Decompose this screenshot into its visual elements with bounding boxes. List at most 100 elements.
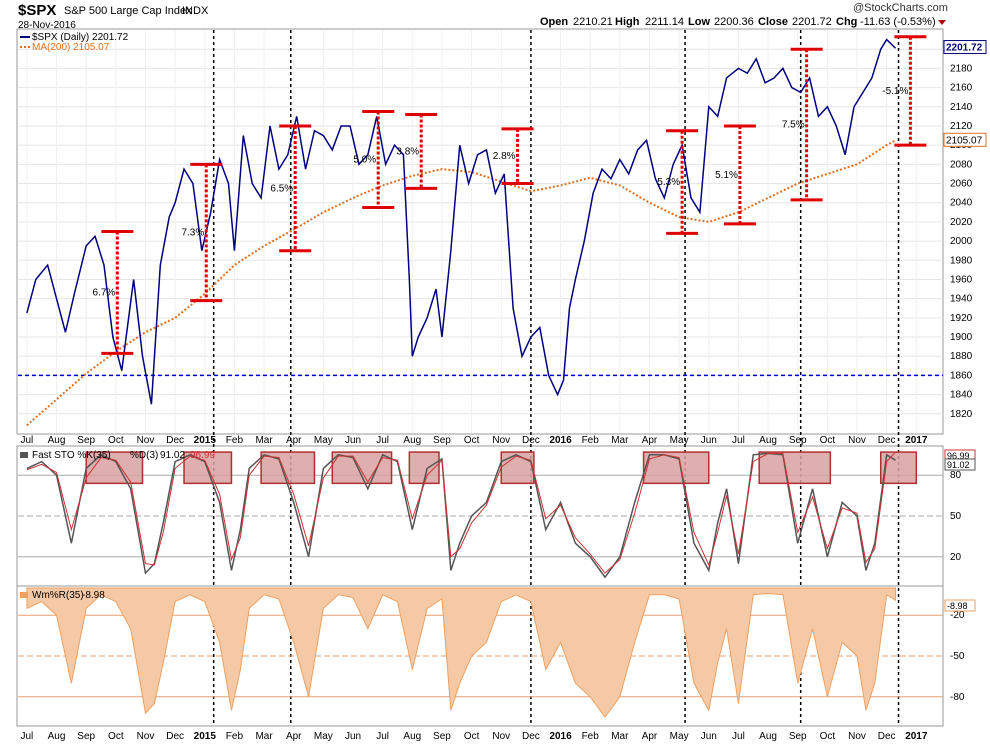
x-tick-label-bottom: May: [314, 731, 333, 742]
drawdown-label: 5.0%: [353, 155, 376, 166]
stochastic-k-line: [26, 452, 896, 579]
price-y-tick: 2080: [950, 159, 973, 170]
price-badge: 2201.72: [943, 40, 987, 55]
x-tick-label: Aug: [48, 435, 66, 446]
wm-legend-swatch: [20, 592, 28, 598]
wm-badge-box: [944, 599, 976, 612]
chart-date: 28-Nov-2016: [18, 20, 76, 31]
x-tick-label-bottom: Oct: [820, 731, 836, 742]
x-tick-label-bottom: Mar: [255, 731, 273, 742]
x-tick-label-bottom: Jul: [376, 731, 389, 742]
x-tick-label: Jul: [732, 435, 745, 446]
x-tick-label: 2016: [549, 435, 572, 446]
price-legend-label: $SPX (Daily) 2201.72: [32, 32, 129, 43]
stochastic-d-line: [26, 451, 896, 574]
price-y-tick: 2140: [950, 102, 973, 113]
drawdown-label: 7.5%: [782, 120, 805, 131]
wm-y-tick: -50: [950, 651, 965, 662]
open-value: 2210.21: [573, 16, 613, 28]
x-tick-label-bottom: Jul: [732, 731, 745, 742]
sto-d-value: 96.99: [190, 450, 215, 461]
drawdown-bracket: 6.5%: [270, 124, 312, 253]
exchange-label: INDX: [182, 5, 209, 17]
price-y-tick: 1980: [950, 255, 973, 266]
x-tick-label: 2017: [905, 435, 928, 446]
price-y-tick: 1940: [950, 294, 973, 305]
price-y-axis: 1820 1840 1860 1880 1900 1920 1940 1960 1980 2000…: [950, 44, 973, 420]
x-tick-label: Aug: [403, 435, 421, 446]
sto-y-tick: 20: [950, 552, 962, 563]
down-arrow-icon: [938, 20, 946, 25]
williams-panel-frame: [16, 585, 944, 727]
wm-legend-value: -8.98: [82, 590, 105, 601]
price-y-tick: 1960: [950, 274, 973, 285]
price-y-tick: 2000: [950, 236, 973, 247]
x-tick-label-bottom: Apr: [286, 731, 302, 742]
x-tick-label: Sep: [789, 435, 807, 446]
x-axis-labels-bottom: Jul Aug Sep Oct Nov Dec 2015 Feb Mar Apr May Jun Jul…: [20, 731, 927, 742]
x-tick-label: Oct: [464, 435, 480, 446]
overbought-box: [758, 451, 832, 485]
sto-k-value: 91.02: [160, 450, 185, 461]
x-tick-label-bottom: Nov: [492, 731, 510, 742]
x-tick-label-bottom: Dec: [878, 731, 896, 742]
x-tick-label-bottom: 2015: [194, 731, 217, 742]
x-tick-label: Feb: [582, 435, 600, 446]
drawdown-label: -5.1%: [882, 86, 908, 97]
drawdown-label: 5.1%: [715, 170, 738, 181]
x-tick-label: Apr: [642, 435, 658, 446]
x-tick-label: Sep: [433, 435, 451, 446]
open-label: Open: [540, 16, 568, 28]
x-tick-label: Mar: [611, 435, 629, 446]
x-tick-label-bottom: Oct: [464, 731, 480, 742]
x-tick-label: Aug: [759, 435, 777, 446]
x-tick-label: 2015: [194, 435, 217, 446]
symbol-title: $SPX: [18, 2, 56, 19]
x-tick-label: Dec: [878, 435, 896, 446]
x-tick-label-bottom: 2017: [905, 731, 928, 742]
overbought-boxes: [85, 451, 918, 485]
x-tick-label: Dec: [166, 435, 184, 446]
price-y-tick: 2020: [950, 217, 973, 228]
ma-badge-text: 2105.07: [946, 135, 983, 146]
x-tick-label-bottom: Sep: [77, 731, 95, 742]
x-tick-label-bottom: Aug: [403, 731, 421, 742]
drawdown-label: 5.3%: [657, 177, 680, 188]
high-label: High: [615, 16, 640, 28]
drawdown-bracket: 6.7%: [93, 230, 134, 355]
x-tick-label-bottom: Dec: [166, 731, 184, 742]
drawdown-label: 3.8%: [396, 146, 419, 157]
chg-value: -11.63 (-0.53%): [860, 16, 936, 28]
price-y-tick: 2180: [950, 63, 973, 74]
x-tick-label-bottom: Nov: [137, 731, 155, 742]
ma-badge: 2105.07: [943, 132, 987, 147]
x-tick-label: Apr: [286, 435, 302, 446]
close-label: Close: [758, 16, 788, 28]
ohlc-bar: Open 2210.21 High 2211.14 Low 2200.36 Cl…: [540, 16, 946, 28]
price-line: [26, 38, 897, 405]
x-tick-label: Jul: [20, 435, 33, 446]
sto-y-tick: 80: [950, 470, 962, 481]
sto-y-tick: 50: [950, 511, 962, 522]
price-y-tick: 1880: [950, 351, 973, 362]
price-y-tick: 2120: [950, 121, 973, 132]
overbought-box: [331, 451, 393, 485]
close-value: 2201.72: [792, 16, 832, 28]
x-tick-label-bottom: Jun: [345, 731, 361, 742]
x-tick-label-bottom: May: [670, 731, 689, 742]
x-tick-label: Nov: [492, 435, 510, 446]
price-badge-box: [943, 40, 987, 55]
price-y-tick: 1900: [950, 332, 973, 343]
x-tick-label: Mar: [255, 435, 273, 446]
price-grid: [18, 30, 943, 433]
x-tick-label: Sep: [77, 435, 95, 446]
price-y-tick: 2060: [950, 179, 973, 190]
chg-label: Chg: [836, 16, 857, 28]
drawdown-label: 7.3%: [181, 227, 204, 238]
x-tick-label: Nov: [137, 435, 155, 446]
overbought-box: [85, 451, 144, 485]
drawdown-label: 6.5%: [270, 183, 293, 194]
x-axis-labels-price: Jul Aug Sep Oct Nov Dec 2015 Feb Mar Apr May Jun Jul…: [20, 435, 927, 446]
x-tick-label: Nov: [848, 435, 866, 446]
